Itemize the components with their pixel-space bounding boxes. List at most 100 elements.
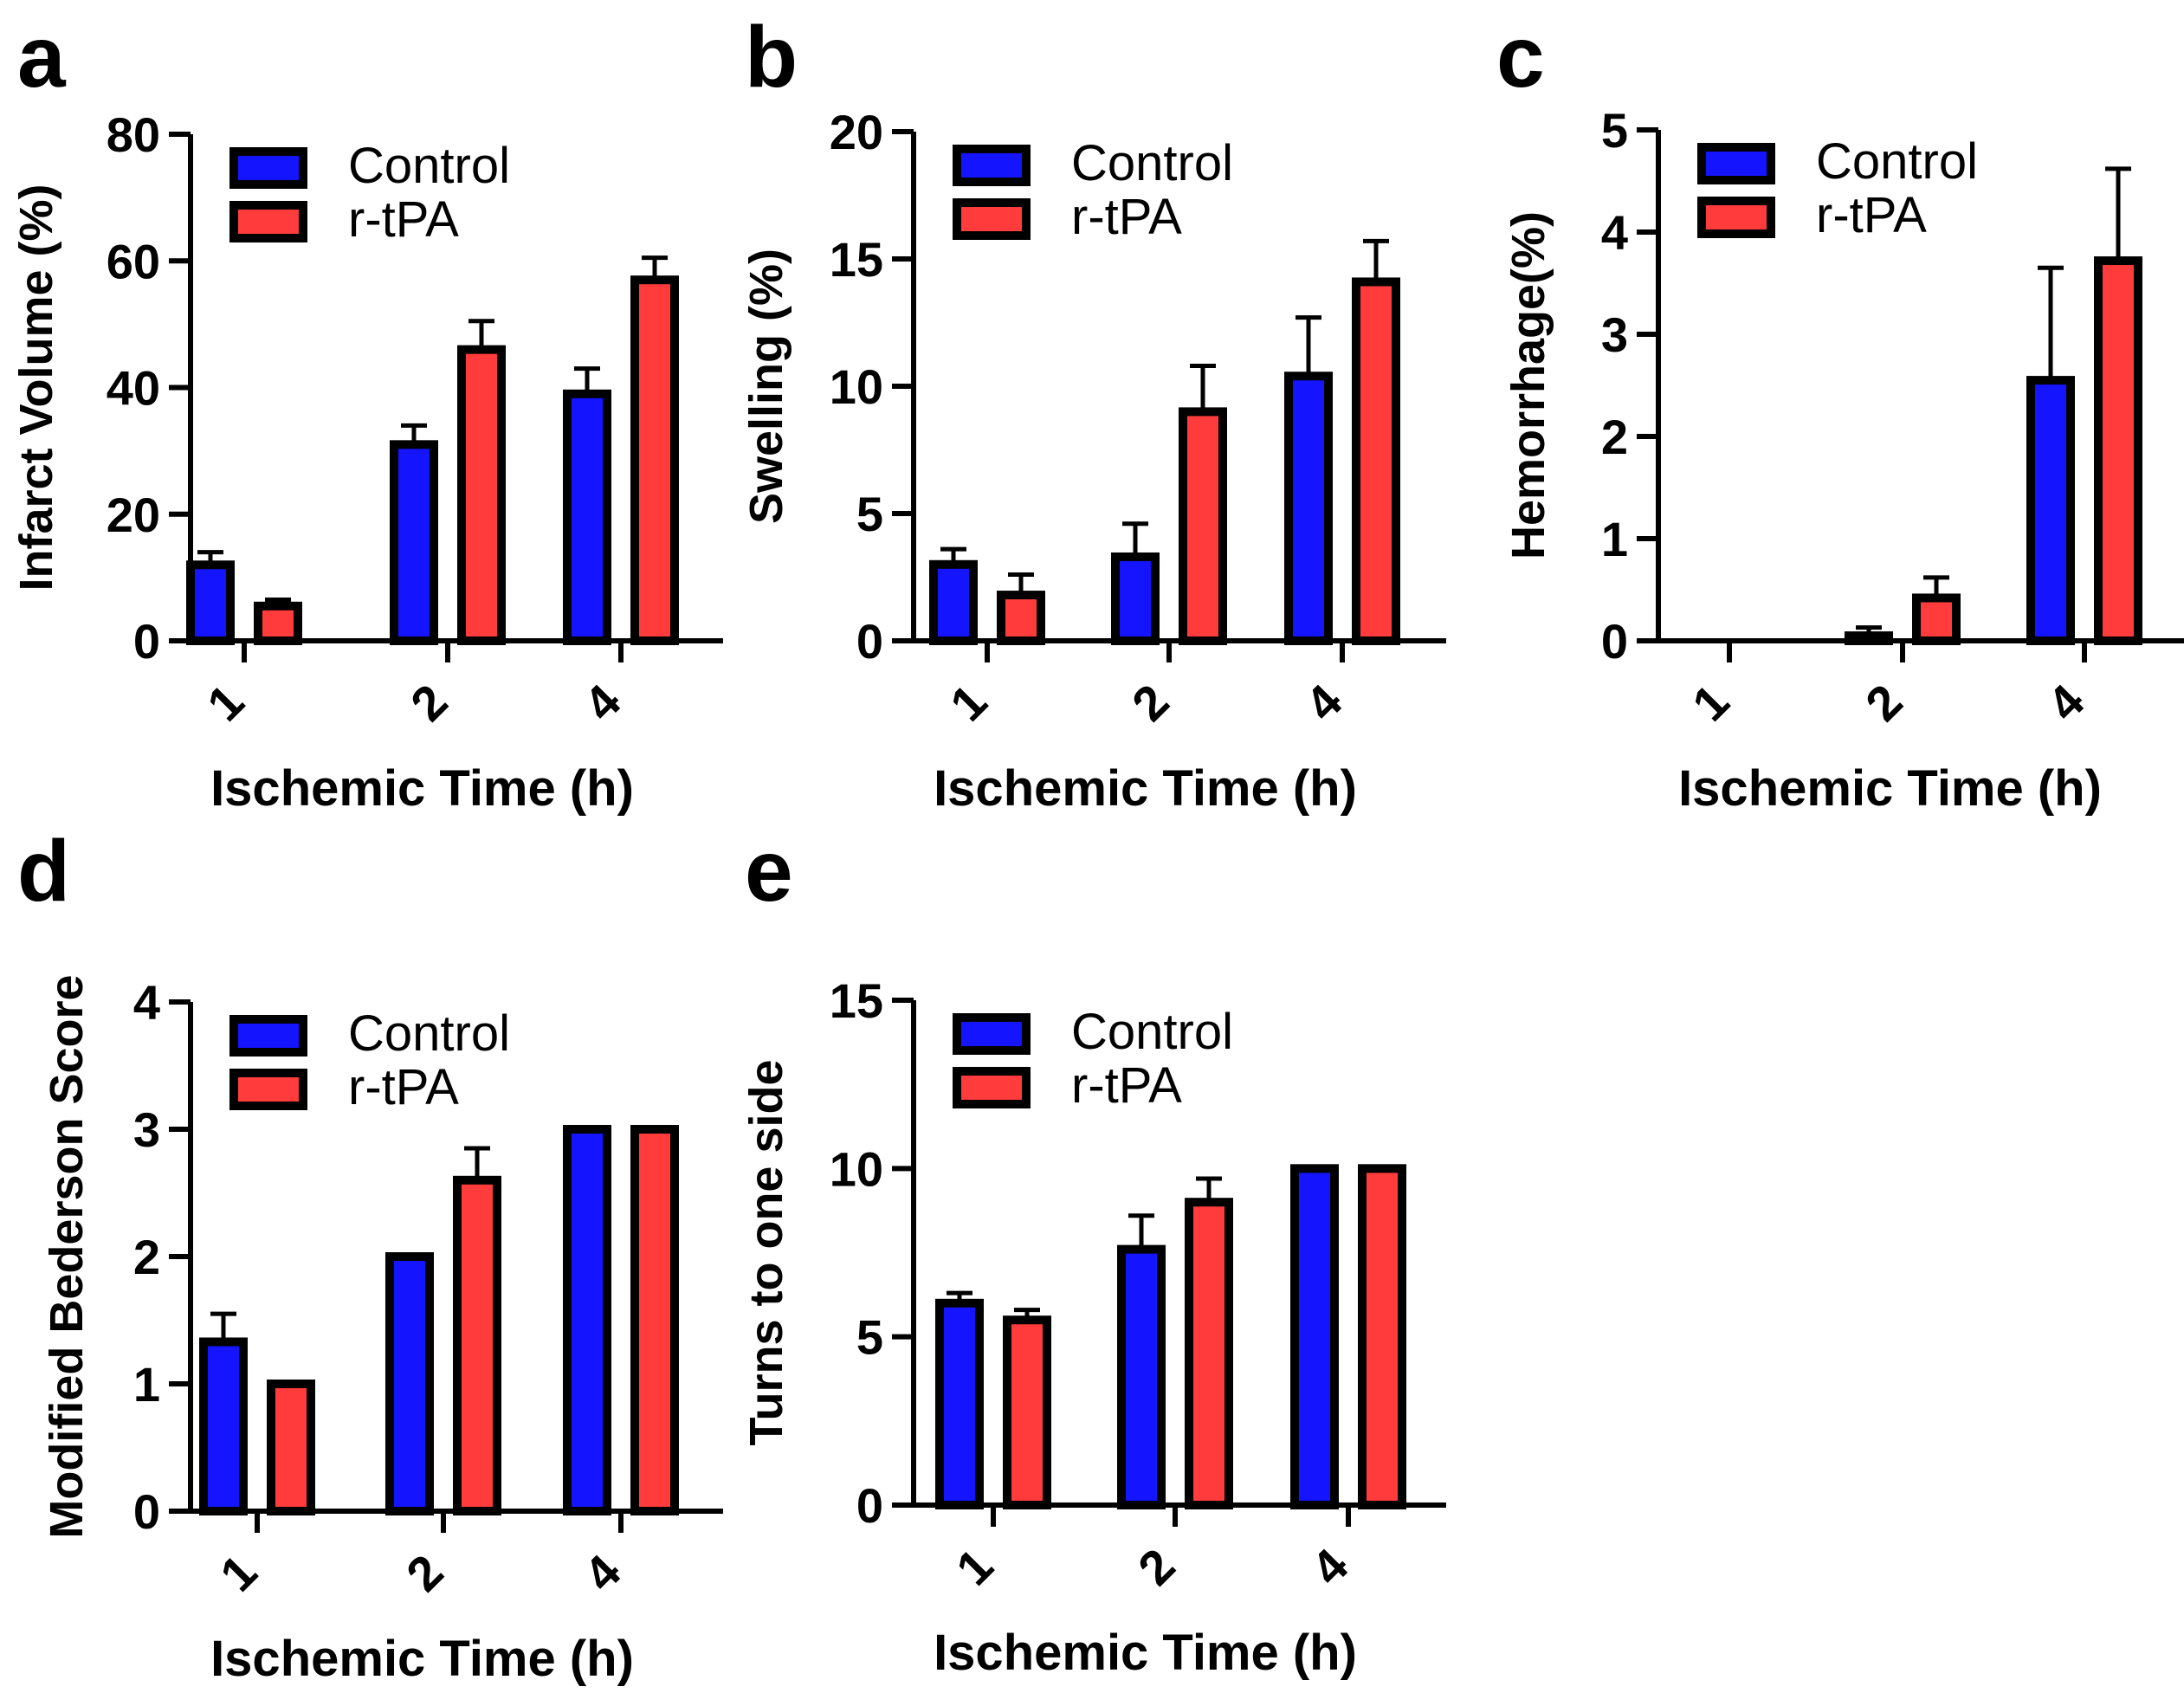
bar-r-tpa-4 [630, 275, 679, 645]
y-tick-label: 40 [107, 361, 160, 416]
x-tick-label: 1 [1682, 674, 1740, 732]
y-axis-label: Hemorrhage(%) [1502, 211, 1554, 559]
legend-swatch [229, 201, 307, 242]
bar-r-tpa-4 [630, 1125, 679, 1515]
bar-control-4 [2026, 376, 2075, 645]
y-axis-label: Infarct Volume (%) [10, 184, 62, 591]
x-axis-label: Ischemic Time (h) [934, 760, 1357, 817]
x-tick-label: 4 [573, 1544, 631, 1602]
bar-r-tpa-1 [254, 601, 302, 645]
bar-control-4 [563, 389, 611, 645]
legend-swatch [953, 1067, 1031, 1108]
legend-label: r-tPA [1071, 189, 1182, 245]
bar-control-1 [199, 1337, 248, 1515]
x-tick-label: 1 [197, 674, 255, 732]
legend-label: r-tPA [1816, 187, 1927, 243]
legend-label: r-tPA [348, 191, 459, 248]
y-tick-label: 0 [133, 614, 160, 669]
bar-control-2 [1845, 631, 1893, 645]
legend-swatch [1697, 143, 1775, 184]
bar-r-tpa-2 [1185, 1198, 1233, 1509]
y-tick-label: 0 [856, 614, 883, 669]
y-tick-label: 15 [830, 232, 883, 287]
legend-label: r-tPA [1071, 1057, 1182, 1114]
y-tick-label: 2 [133, 1230, 160, 1284]
bar-r-tpa-2 [1912, 593, 1961, 646]
x-tick-label: 4 [1301, 1538, 1359, 1596]
x-tick-label: 1 [946, 1538, 1004, 1596]
y-tick-label: 5 [856, 487, 883, 541]
y-tick-label: 0 [133, 1484, 160, 1539]
x-tick-label: 2 [1121, 674, 1179, 732]
x-tick-label: 4 [2037, 674, 2095, 732]
panel-letter: c [1496, 9, 1545, 106]
x-tick-label: 2 [1855, 674, 1913, 732]
x-axis-label: Ischemic Time (h) [210, 760, 634, 817]
y-tick-label: 3 [1601, 307, 1628, 362]
bar-control-4 [1284, 372, 1333, 645]
panel-e: e 0 5 10 15 Turns to one side 1 2 4 Ischemic Time… [740, 823, 1446, 1681]
y-tick-label: 5 [856, 1310, 883, 1365]
x-axis-label: Ischemic Time (h) [210, 1631, 634, 1687]
panel-letter: b [745, 9, 798, 106]
panel-a: a 0 20 40 60 80 Infarct Volume (%) 1 2 4 Ischemic … [10, 9, 723, 817]
bar-control-2 [390, 440, 438, 645]
y-tick-label: 1 [133, 1357, 160, 1412]
bar-control-1 [929, 559, 978, 645]
legend-swatch [229, 1015, 307, 1057]
legend-swatch [953, 145, 1031, 186]
legend-label: Control [1071, 135, 1233, 191]
x-axis-label: Ischemic Time (h) [1678, 760, 2102, 817]
bar-r-tpa-4 [2094, 256, 2142, 645]
legend-swatch [229, 1069, 307, 1110]
bar-control-2 [385, 1252, 434, 1515]
y-tick-label: 0 [1601, 614, 1628, 669]
y-tick-label: 15 [830, 973, 883, 1028]
bar-control-4 [563, 1125, 611, 1515]
x-tick-label: 1 [210, 1544, 268, 1602]
y-tick-label: 20 [107, 488, 160, 542]
y-tick-label: 10 [830, 1141, 883, 1196]
x-tick-label: 1 [940, 674, 998, 732]
y-tick-label: 4 [1601, 205, 1628, 260]
bar-r-tpa-2 [1179, 407, 1227, 645]
legend-label: r-tPA [348, 1059, 459, 1115]
legend-label: Control [1071, 1004, 1233, 1060]
y-axis-label: Swelling (%) [740, 249, 792, 524]
y-tick-label: 10 [830, 359, 883, 414]
x-tick-label: 2 [1128, 1538, 1186, 1596]
y-tick-label: 1 [1601, 512, 1628, 566]
bar-r-tpa-2 [457, 345, 506, 645]
bar-control-1 [935, 1298, 984, 1510]
y-tick-label: 20 [830, 105, 883, 159]
x-tick-label: 4 [1295, 674, 1353, 732]
y-tick-label: 3 [133, 1102, 160, 1157]
y-tick-label: 80 [107, 107, 160, 162]
panel-letter: e [745, 823, 793, 920]
y-axis-label: Modified Bederson Score [41, 974, 93, 1538]
y-tick-label: 4 [133, 975, 160, 1030]
y-tick-label: 0 [856, 1478, 883, 1533]
bar-r-tpa-4 [1352, 277, 1400, 645]
x-tick-label: 2 [400, 674, 458, 732]
legend-label: Control [348, 138, 510, 194]
bar-control-4 [1290, 1164, 1339, 1510]
legend-swatch [229, 147, 307, 189]
panel-b: b 0 5 10 15 20 Swelling (%) 1 2 4 Ischemic Time (h… [740, 9, 1446, 817]
y-tick-label: 2 [1601, 410, 1628, 464]
legend-label: Control [348, 1005, 510, 1062]
legend-label: Control [1816, 133, 1978, 190]
bar-control-1 [186, 560, 235, 645]
bar-r-tpa-2 [453, 1175, 501, 1516]
legend-swatch [953, 1013, 1031, 1055]
bar-control-2 [1117, 1244, 1166, 1509]
y-tick-label: 5 [1601, 103, 1628, 158]
x-axis-label: Ischemic Time (h) [934, 1625, 1357, 1681]
legend-swatch [953, 198, 1031, 240]
x-tick-label: 4 [573, 674, 631, 732]
panel-letter: d [17, 823, 70, 920]
bar-r-tpa-4 [1358, 1164, 1406, 1510]
